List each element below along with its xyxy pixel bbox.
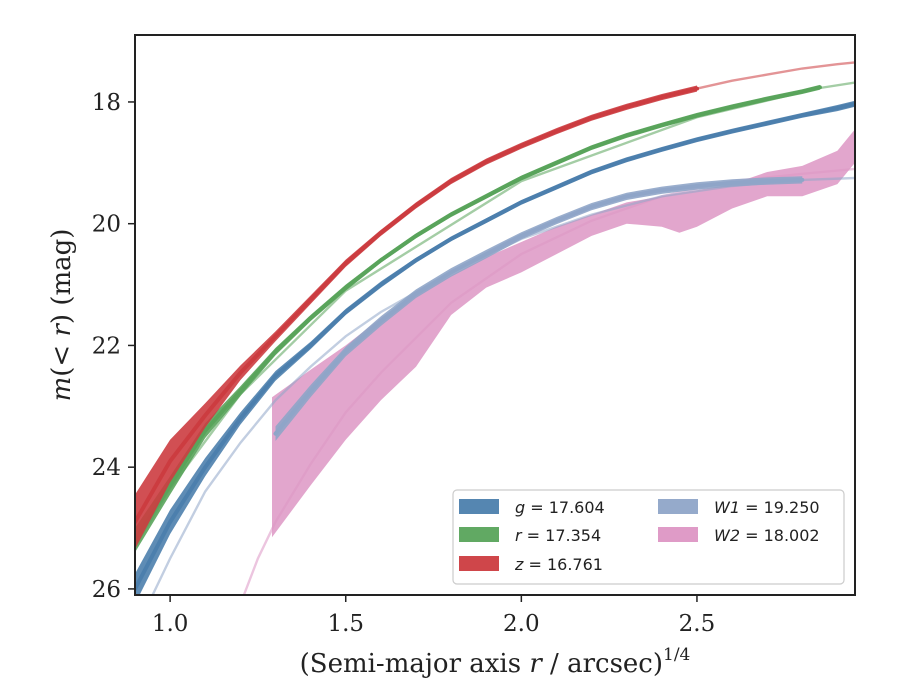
series-w1 bbox=[151, 176, 855, 595]
series-w2-band bbox=[272, 129, 855, 538]
legend-label-g: g = 17.604 bbox=[515, 498, 605, 517]
y-tick-label: 20 bbox=[92, 212, 121, 238]
ticks-layer: 1.0 1.5 2.0 2.5 18 20 22 24 26 bbox=[92, 90, 716, 637]
x-tick-label: 1.0 bbox=[152, 611, 189, 637]
series-z-model-line bbox=[695, 61, 855, 90]
plot-frame bbox=[134, 34, 856, 596]
legend-swatch-r bbox=[459, 527, 499, 542]
y-tick-label: 24 bbox=[92, 455, 121, 481]
legend-label-w2: W2 = 18.002 bbox=[714, 526, 820, 545]
series-w1-line bbox=[273, 177, 805, 436]
y-tick-label: 18 bbox=[92, 90, 121, 116]
legend-swatch-z bbox=[459, 556, 499, 571]
series-r-line bbox=[135, 85, 822, 543]
legend-swatch-w1 bbox=[658, 499, 698, 514]
legend-swatch-g bbox=[459, 499, 499, 514]
series-layer bbox=[135, 61, 855, 595]
series-z bbox=[135, 61, 855, 550]
series-g-line bbox=[135, 101, 855, 591]
legend-swatch-w2 bbox=[658, 527, 698, 542]
x-tick-label: 2.0 bbox=[503, 611, 540, 637]
y-tick-label: 22 bbox=[92, 333, 121, 359]
legend-label-z: z = 16.761 bbox=[514, 555, 603, 574]
x-tick-label: 2.5 bbox=[679, 611, 716, 637]
x-axis-label: (Semi-major axis r / arcsec)1/4 bbox=[300, 645, 691, 679]
legend: g = 17.604 r = 17.354 z = 16.761 W1 = 19.25… bbox=[452, 489, 845, 585]
legend-label-w1: W1 = 19.250 bbox=[714, 498, 820, 517]
x-tick-label: 1.5 bbox=[327, 611, 364, 637]
series-w1-model-line bbox=[151, 176, 855, 595]
legend-label-r: r = 17.354 bbox=[515, 526, 601, 545]
series-g bbox=[135, 100, 855, 595]
legend-box bbox=[452, 489, 845, 585]
legend-items: g = 17.604 r = 17.354 z = 16.761 W1 = 19.25… bbox=[459, 498, 820, 574]
series-z-line bbox=[135, 86, 699, 524]
y-axis-label: m(< r) (mag) bbox=[47, 229, 77, 402]
y-tick-label: 26 bbox=[92, 577, 121, 603]
series-r bbox=[135, 81, 855, 553]
